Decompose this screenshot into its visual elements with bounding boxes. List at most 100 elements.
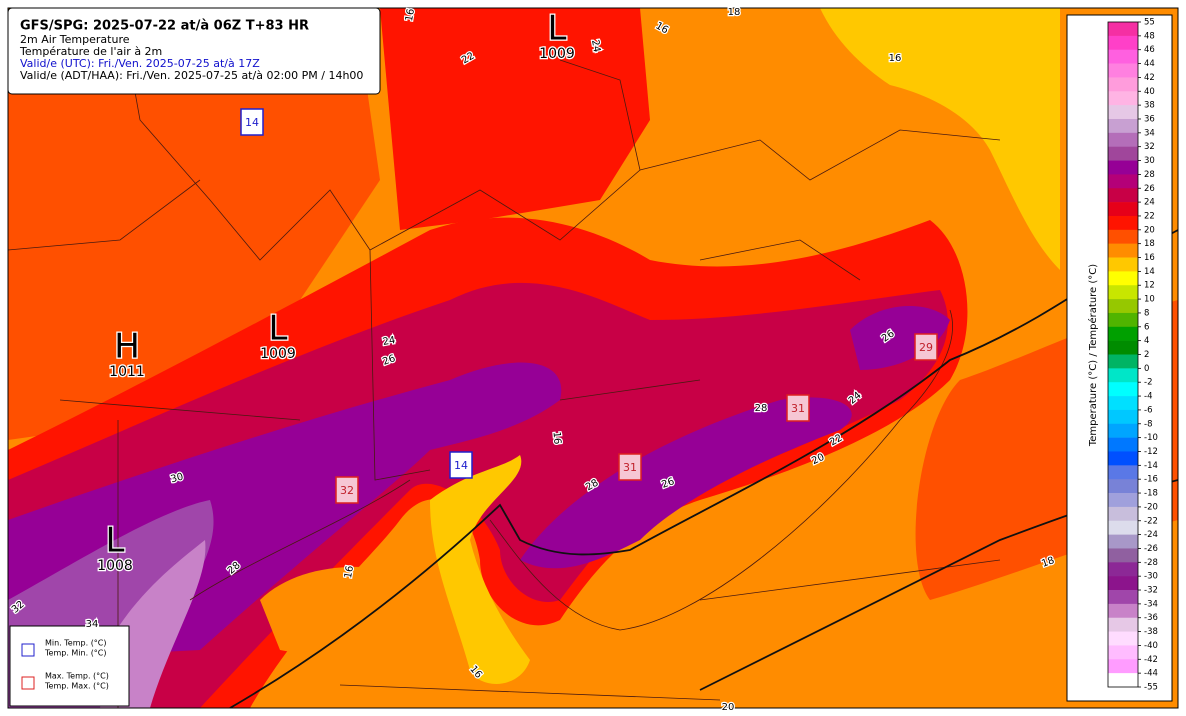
colorbar-segment <box>1108 590 1138 605</box>
colorbar-tick-label: 2 <box>1144 350 1149 360</box>
pressure-value: 1011 <box>109 364 145 380</box>
colorbar-tick-label: 40 <box>1144 87 1155 97</box>
colorbar-tick-label: 10 <box>1144 295 1155 305</box>
field-zone <box>850 306 950 370</box>
borders <box>8 8 1001 708</box>
colorbar-segment <box>1108 520 1138 535</box>
contour-label: 16 <box>889 53 902 64</box>
colorbar-tick-label: -10 <box>1144 433 1158 443</box>
contour-label: 16 <box>404 8 417 22</box>
colorbar-tick-label: -34 <box>1144 599 1158 609</box>
contour-label: 28 <box>755 403 768 414</box>
colorbar-tick-label: -26 <box>1144 544 1158 554</box>
colorbar-segment <box>1108 326 1138 341</box>
temperature-field <box>8 8 1178 708</box>
pressure-value: 1009 <box>260 346 296 362</box>
colorbar-segment <box>1108 299 1138 314</box>
colorbar-segment <box>1108 548 1138 563</box>
colorbar-tick-label: -12 <box>1144 447 1158 457</box>
colorbar-tick-label: -8 <box>1144 419 1152 429</box>
colorbar-tick-label: 22 <box>1144 211 1155 221</box>
field-zone <box>380 8 650 230</box>
header-line: Valid/e (ADT/HAA): Fri./Ven. 2025-07-25 … <box>20 69 363 82</box>
colorbar-tick-label: -20 <box>1144 502 1158 512</box>
field-zone <box>8 40 380 440</box>
colorbar-segment <box>1108 340 1138 355</box>
colorbar-tick-label: -6 <box>1144 405 1152 415</box>
map-title: GFS/SPG: 2025-07-22 at/à 06Z T+83 HR <box>20 19 309 34</box>
colorbar-tick-label: 30 <box>1144 156 1155 166</box>
colorbar-tick-label: -32 <box>1144 586 1158 596</box>
colorbar-tick-label: 28 <box>1144 170 1155 180</box>
colorbar-segment <box>1108 49 1138 64</box>
colorbar-segment <box>1108 146 1138 161</box>
legend: Min. Temp. (°C) Temp. Min. (°C) Max. Tem… <box>9 625 130 707</box>
colorbar-segment <box>1108 659 1138 674</box>
colorbar-segment <box>1108 562 1138 577</box>
front-line <box>229 229 1178 708</box>
colorbar-tick-label: -30 <box>1144 572 1158 582</box>
colorbar-segment <box>1108 354 1138 369</box>
temp-box-frame <box>618 453 642 481</box>
colorbar-segment <box>1108 423 1138 438</box>
legend-text: Max. Temp. (°C) <box>45 672 109 681</box>
colorbar-tick-label: 32 <box>1144 142 1155 152</box>
colorbar-tick-label: -40 <box>1144 641 1158 651</box>
temp-box-value: 31 <box>791 402 805 415</box>
colorbar-tick-label: 8 <box>1144 308 1149 318</box>
colorbar-tick-label: -24 <box>1144 530 1158 540</box>
colorbar-tick-label: 36 <box>1144 114 1155 124</box>
colorbar-segment <box>1108 271 1138 286</box>
colorbar-tick-label: 38 <box>1144 101 1155 111</box>
temp-box-frame <box>449 451 473 479</box>
contour-label: 24 <box>382 335 396 348</box>
colorbar-tick-label: -14 <box>1144 461 1158 471</box>
max-temp-box: 29 <box>914 333 938 361</box>
colorbar-segment <box>1108 105 1138 120</box>
colorbar-tick-label: -38 <box>1144 627 1158 637</box>
temp-box-value: 31 <box>623 461 637 474</box>
colorbar-tick-label: 46 <box>1144 45 1155 55</box>
colorbar-tick-label: 20 <box>1144 225 1155 235</box>
colorbar-segment <box>1108 188 1138 203</box>
colorbar-tick-label: -16 <box>1144 475 1158 485</box>
colorbar-tick-label: -22 <box>1144 516 1158 526</box>
pressure-letter: H <box>114 327 140 367</box>
colorbar-segment <box>1108 174 1138 189</box>
pressure-letter: L <box>106 521 125 561</box>
colorbar-segment <box>1108 35 1138 51</box>
colorbar-segment <box>1108 243 1138 258</box>
max-temp-box: 31 <box>786 394 810 422</box>
contour-label: 16 <box>550 431 562 445</box>
colorbar-segment <box>1108 465 1138 480</box>
colorbar-tick-label: 55 <box>1144 18 1155 28</box>
colorbar-tick-label: -44 <box>1144 669 1158 679</box>
header-box: GFS/SPG: 2025-07-22 at/à 06Z T+83 HR 2m … <box>7 7 381 95</box>
colorbar-segment <box>1108 437 1138 452</box>
colorbar-tick-label: -4 <box>1144 392 1152 402</box>
colorbar-tick-label: 4 <box>1144 336 1149 346</box>
colorbar-segment <box>1108 229 1138 244</box>
contour-label: 18 <box>728 7 741 18</box>
colorbar-segment <box>1108 631 1138 646</box>
colorbar-segment <box>1108 215 1138 231</box>
colorbar-segment <box>1108 77 1138 92</box>
colorbar-tick-label: 34 <box>1144 128 1155 138</box>
colorbar-segment <box>1108 493 1138 508</box>
legend-text: Temp. Max. (°C) <box>44 682 109 691</box>
colorbar-segment <box>1108 382 1138 397</box>
colorbar-tick-label: 48 <box>1144 31 1155 41</box>
colorbar-segment <box>1108 132 1138 147</box>
colorbar-tick-label: 12 <box>1144 281 1155 291</box>
colorbar-segment <box>1108 617 1138 632</box>
temp-box-value: 32 <box>340 484 354 497</box>
legend-swatch <box>21 676 35 690</box>
pressure-letter: L <box>548 9 567 49</box>
temp-box-frame <box>786 394 810 422</box>
colorbar-tick-label: 6 <box>1144 322 1149 332</box>
legend-text: Min. Temp. (°C) <box>45 639 107 648</box>
colorbar-tick-label: 24 <box>1144 198 1155 208</box>
